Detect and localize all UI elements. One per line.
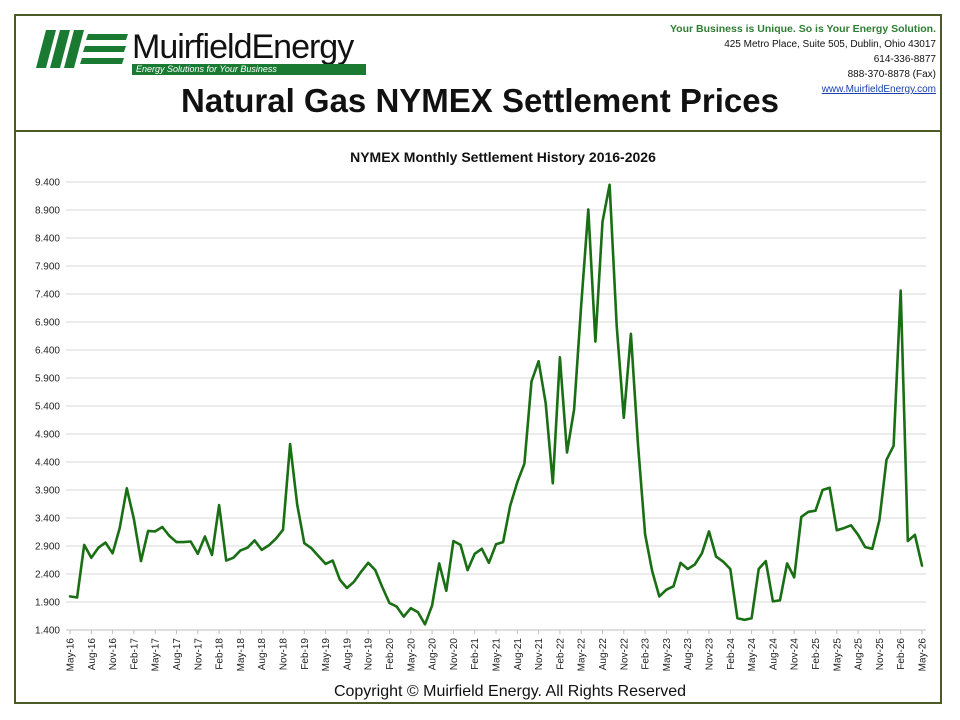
x-tick-label: May-22 bbox=[577, 638, 588, 672]
x-tick-label: Nov-18 bbox=[279, 638, 290, 671]
company-slogan: Your Business is Unique. So is Your Ener… bbox=[669, 23, 936, 35]
page-title: Natural Gas NYMEX Settlement Prices bbox=[181, 82, 779, 119]
x-tick-label: May-24 bbox=[747, 638, 758, 672]
y-tick-label: 6.400 bbox=[35, 346, 60, 357]
y-tick-label: 7.400 bbox=[35, 290, 60, 301]
x-tick-label: May-18 bbox=[236, 638, 247, 672]
x-tick-label: May-19 bbox=[321, 638, 332, 672]
y-tick-label: 3.900 bbox=[35, 486, 60, 497]
x-tick-label: Nov-19 bbox=[364, 638, 375, 671]
x-tick-label: May-21 bbox=[492, 638, 503, 672]
logo-name: MuirfieldEnergy bbox=[132, 28, 354, 66]
company-address: 425 Metro Place, Suite 505, Dublin, Ohio… bbox=[724, 39, 936, 50]
y-tick-label: 8.400 bbox=[35, 234, 60, 245]
x-tick-label: Feb-20 bbox=[385, 638, 396, 670]
x-tick-label: Aug-23 bbox=[683, 638, 694, 671]
x-tick-label: Feb-17 bbox=[129, 638, 140, 670]
chart-title: NYMEX Monthly Settlement History 2016-20… bbox=[350, 149, 656, 165]
y-tick-label: 7.900 bbox=[35, 262, 60, 273]
contact-block: Your Business is Unique. So is Your Ener… bbox=[670, 22, 936, 97]
outer-frame bbox=[14, 14, 942, 704]
x-tick-label: May-17 bbox=[151, 638, 162, 672]
y-tick-label: 8.900 bbox=[35, 206, 60, 217]
y-tick-label: 5.900 bbox=[35, 374, 60, 385]
company-phone: 614-336-8877 bbox=[873, 54, 936, 65]
y-tick-label: 9.400 bbox=[35, 178, 60, 189]
x-tick-label: May-16 bbox=[66, 638, 77, 672]
company-website-link[interactable]: www.MuirfieldEnergy.com bbox=[821, 84, 936, 95]
header-divider bbox=[14, 130, 942, 132]
x-tick-label: Aug-18 bbox=[257, 638, 268, 671]
y-tick-label: 2.400 bbox=[35, 570, 60, 581]
y-tick-label: 5.400 bbox=[35, 402, 60, 413]
x-tick-label: Feb-19 bbox=[300, 638, 311, 670]
x-tick-label: Nov-21 bbox=[534, 638, 545, 671]
x-tick-label: Feb-24 bbox=[726, 638, 737, 670]
logo-stripes-icon bbox=[36, 30, 128, 68]
y-tick-label: 1.900 bbox=[35, 598, 60, 609]
logo-tagline: Energy Solutions for Your Business bbox=[132, 64, 366, 75]
y-tick-label: 4.400 bbox=[35, 458, 60, 469]
x-tick-label: Aug-24 bbox=[768, 638, 779, 671]
y-tick-label: 4.900 bbox=[35, 430, 60, 441]
x-tick-label: Aug-25 bbox=[854, 638, 865, 671]
x-tick-label: Nov-24 bbox=[790, 638, 801, 671]
x-tick-label: May-26 bbox=[918, 638, 929, 672]
y-tick-label: 2.900 bbox=[35, 542, 60, 553]
y-tick-label: 6.900 bbox=[35, 318, 60, 329]
x-tick-label: May-25 bbox=[832, 638, 843, 672]
x-tick-label: Aug-20 bbox=[428, 638, 439, 671]
x-tick-label: Feb-21 bbox=[470, 638, 481, 670]
x-tick-label: Feb-18 bbox=[215, 638, 226, 670]
series-line bbox=[68, 183, 924, 626]
y-tick-label: 1.400 bbox=[35, 626, 60, 637]
x-tick-label: Nov-23 bbox=[705, 638, 716, 671]
x-tick-label: Aug-22 bbox=[598, 638, 609, 671]
x-tick-label: Feb-26 bbox=[896, 638, 907, 670]
x-tick-label: Feb-23 bbox=[641, 638, 652, 670]
x-tick-label: Aug-16 bbox=[87, 638, 98, 671]
x-tick-label: Nov-25 bbox=[875, 638, 886, 671]
x-tick-label: May-23 bbox=[662, 638, 673, 672]
x-tick-label: Nov-20 bbox=[449, 638, 460, 671]
x-tick-label: Aug-19 bbox=[342, 638, 353, 671]
x-tick-label: Feb-22 bbox=[555, 638, 566, 670]
x-tick-label: Feb-25 bbox=[811, 638, 822, 670]
x-tick-label: Nov-22 bbox=[619, 638, 630, 671]
copyright-notice: Copyright © Muirfield Energy. All Rights… bbox=[333, 683, 687, 700]
x-tick-label: Nov-17 bbox=[193, 638, 204, 671]
x-tick-label: Aug-17 bbox=[172, 638, 183, 671]
x-tick-label: Nov-16 bbox=[108, 638, 119, 671]
x-tick-label: Aug-21 bbox=[513, 638, 524, 671]
logo: MuirfieldEnergy Energy Solutions for You… bbox=[36, 28, 366, 75]
company-fax: 888-370-8878 (Fax) bbox=[847, 69, 936, 80]
y-tick-label: 3.400 bbox=[35, 514, 60, 525]
x-tick-label: May-20 bbox=[406, 638, 417, 672]
